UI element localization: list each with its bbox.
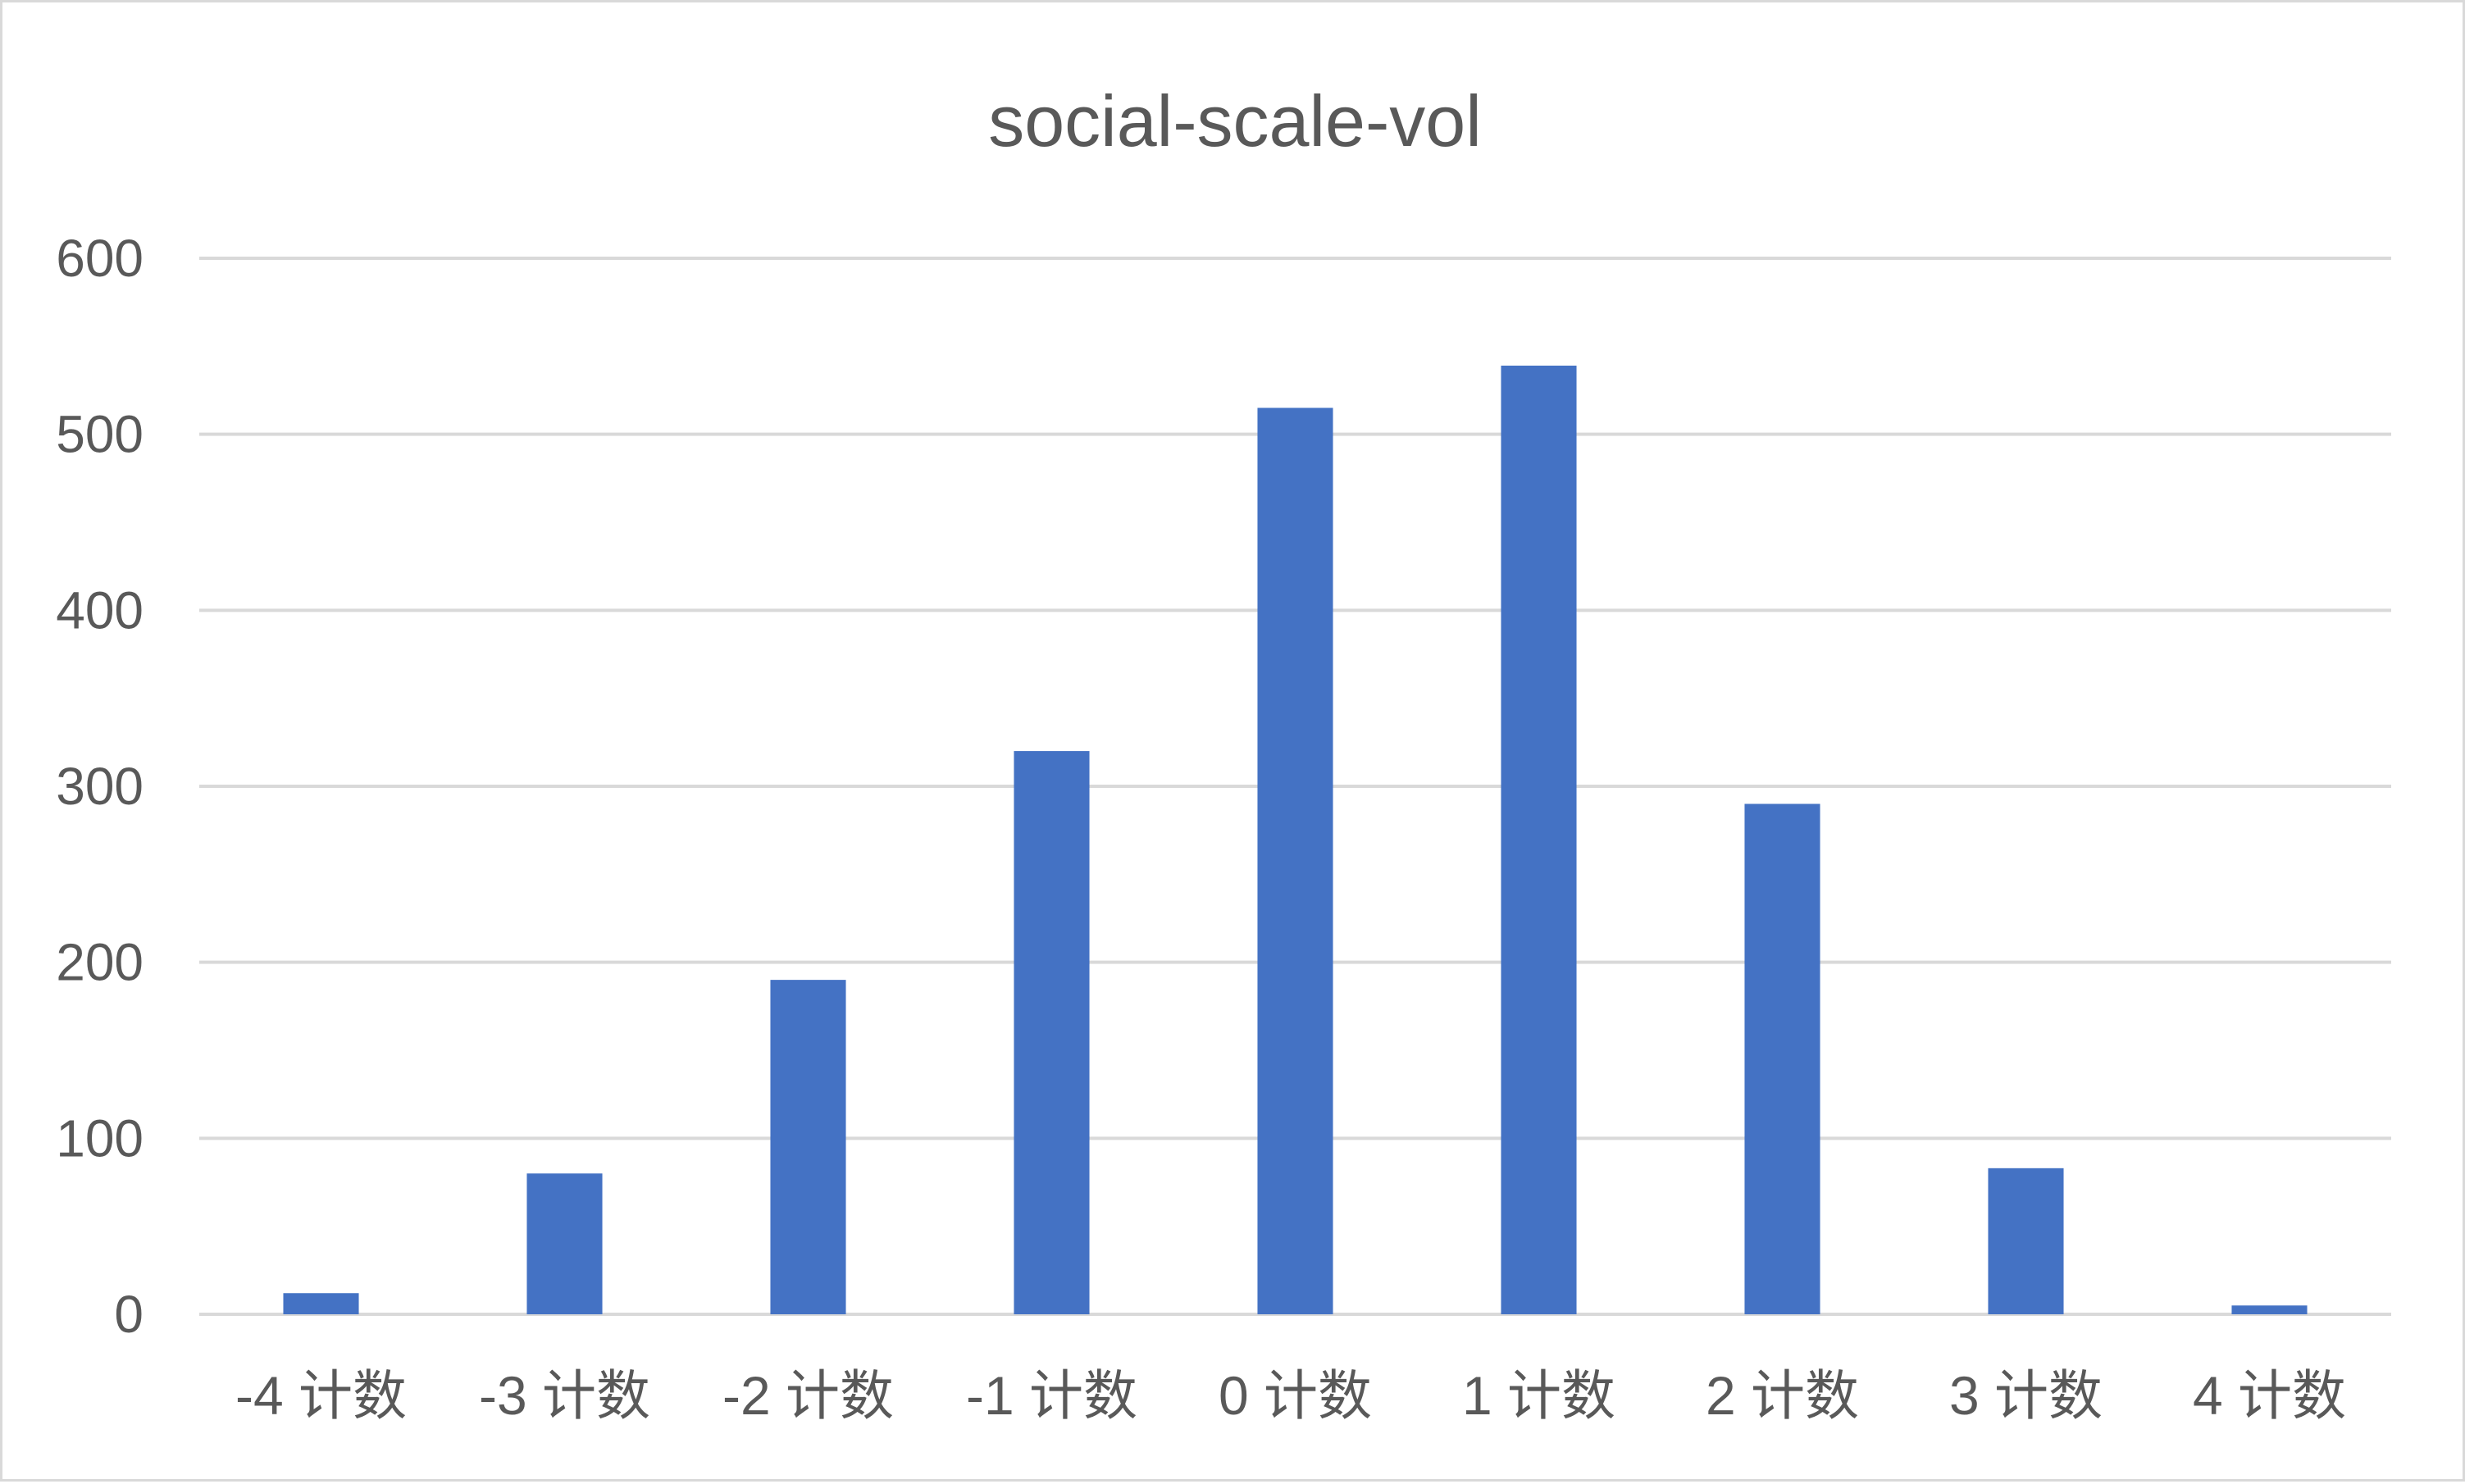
x-category-label: 2 计数 <box>1706 1365 1859 1426</box>
y-tick-label: 0 <box>114 1285 144 1344</box>
x-category-label: -2 计数 <box>722 1365 894 1426</box>
y-tick-label: 200 <box>56 933 144 992</box>
x-category-label: -1 计数 <box>966 1365 1137 1426</box>
bars <box>283 365 2308 1314</box>
bar <box>526 1173 603 1314</box>
y-tick-label: 100 <box>56 1108 144 1168</box>
bar <box>1501 365 1577 1314</box>
x-category-label: -4 计数 <box>235 1365 407 1426</box>
x-axis-categories: -4 计数 -3 计数 -2 计数 -1 计数 0 计数 1 计数 2 计数 3 计数 4 计数 <box>235 1365 2346 1426</box>
y-tick-label: 400 <box>56 580 144 640</box>
x-category-label: 0 计数 <box>1219 1365 1372 1426</box>
bar <box>1988 1168 2064 1314</box>
x-category-label: 1 计数 <box>1462 1365 1615 1426</box>
bar <box>1257 407 1333 1314</box>
x-category-label: 4 计数 <box>2193 1365 2346 1426</box>
chart-title: social-scale-vol <box>988 80 1482 162</box>
x-category-label: -3 计数 <box>479 1365 650 1426</box>
bar <box>1744 803 1820 1314</box>
y-tick-label: 500 <box>56 405 144 464</box>
bar <box>2231 1305 2308 1314</box>
x-category-label: 3 计数 <box>1949 1365 2103 1426</box>
bar <box>283 1293 359 1314</box>
y-tick-label: 600 <box>56 229 144 288</box>
y-tick-label: 300 <box>56 757 144 816</box>
bar <box>1014 751 1090 1314</box>
y-axis-ticks: 0 100 200 300 400 500 600 <box>56 229 144 1344</box>
bar <box>770 980 846 1314</box>
